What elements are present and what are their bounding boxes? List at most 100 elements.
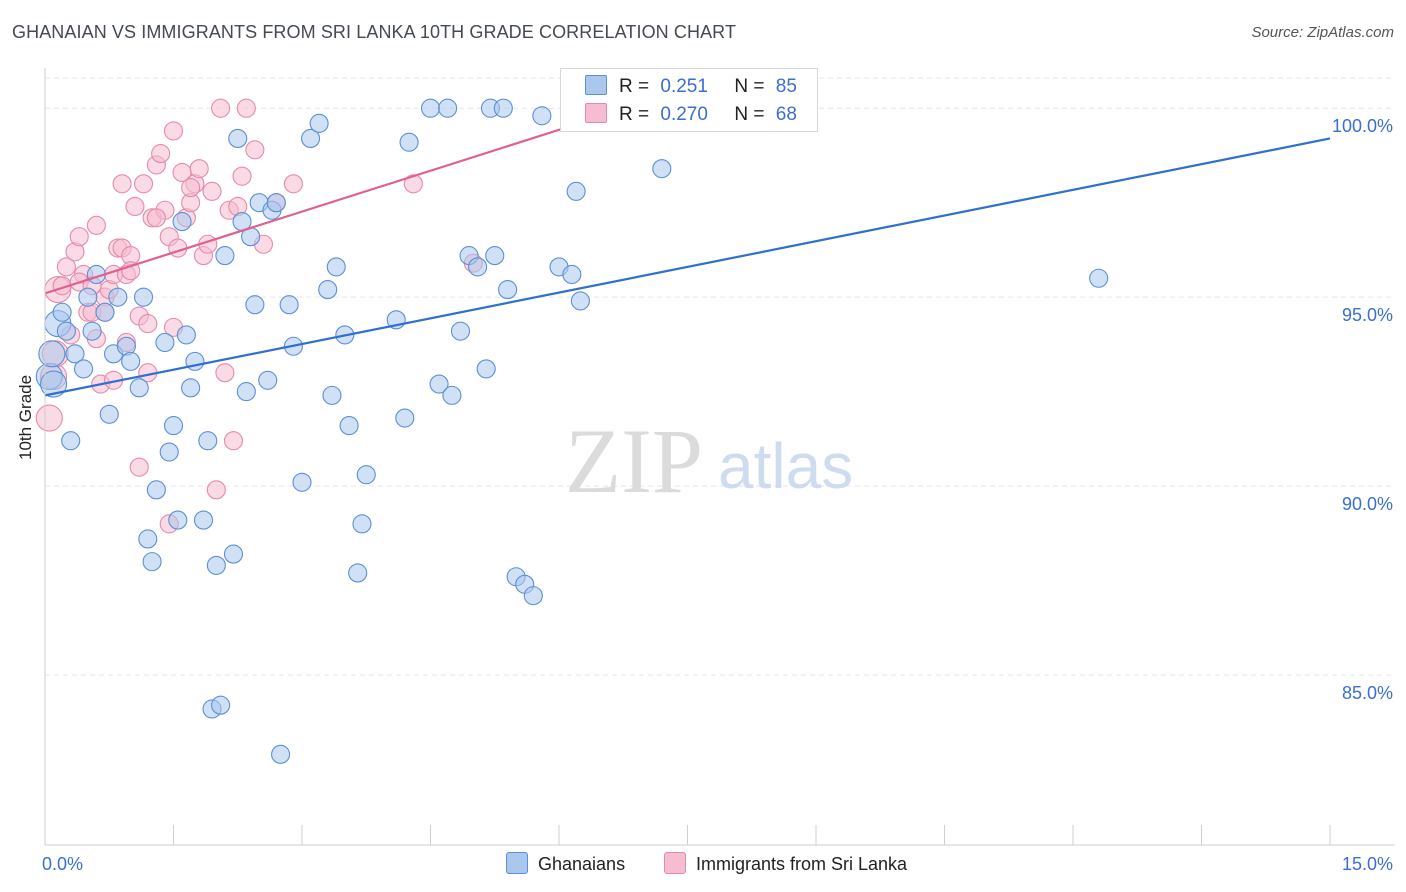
srilanka-point xyxy=(211,98,231,118)
ghanaian-point xyxy=(493,98,513,118)
r-label: R = xyxy=(619,104,650,125)
ghanaian-point xyxy=(74,359,94,379)
srilanka-point xyxy=(138,314,158,334)
ghanaian-point xyxy=(52,302,72,322)
ghanaian-point xyxy=(485,246,505,266)
ghanaian-point xyxy=(356,465,376,485)
srilanka-point xyxy=(189,159,209,179)
ghanaians-n-value: 85 xyxy=(775,76,797,97)
ghanaian-point xyxy=(271,744,291,764)
srilanka-point xyxy=(215,363,235,383)
srilanka-point xyxy=(202,181,222,201)
ghanaian-point xyxy=(121,351,141,371)
ghanaian-point xyxy=(523,586,543,606)
ghanaian-point xyxy=(562,264,582,285)
ghanaian-point xyxy=(442,385,462,405)
srilanka-legend-swatch xyxy=(664,852,686,874)
ghanaian-point xyxy=(266,193,286,213)
ghanaian-point xyxy=(476,359,496,379)
srilanka-legend-label: Immigrants from Sri Lanka xyxy=(696,854,908,874)
srilanka-point xyxy=(125,196,145,217)
srilanka-point xyxy=(112,174,132,194)
y-tick-label: 100.0% xyxy=(1332,116,1393,136)
ghanaian-point xyxy=(236,382,256,402)
ghanaian-point xyxy=(450,321,471,341)
correlation-legend: R = 0.251 N = 85 R = 0.270 N = 68 xyxy=(560,68,818,132)
ghanaian-point xyxy=(176,325,196,345)
ghanaian-point xyxy=(245,295,265,315)
y-tick-label: 90.0% xyxy=(1342,494,1393,514)
legend-row-ghanaians: R = 0.251 N = 85 xyxy=(585,75,797,97)
srilanka-point xyxy=(206,480,226,500)
ghanaian-point xyxy=(399,132,419,152)
srilanka-point xyxy=(223,431,244,451)
ghanaians-swatch xyxy=(585,75,607,95)
ghanaian-point xyxy=(99,404,119,424)
r-label: R = xyxy=(619,76,650,97)
ghanaian-point xyxy=(352,514,372,534)
y-tick-label: 95.0% xyxy=(1342,305,1393,325)
ghanaian-point xyxy=(420,98,441,118)
n-label: N = xyxy=(734,104,765,125)
srilanka-r-value: 0.270 xyxy=(660,104,708,125)
watermark-atlas: atlas xyxy=(718,430,853,502)
srilanka-point xyxy=(181,178,201,198)
srilanka-point xyxy=(146,208,166,228)
ghanaian-point xyxy=(163,416,184,436)
ghanaian-point xyxy=(56,321,76,341)
ghanaian-point xyxy=(61,431,81,451)
ghanaian-point xyxy=(468,257,488,277)
ghanaian-point xyxy=(181,378,201,398)
axis-layer: 85.0% 90.0% 95.0% 100.0% 0.0% 15.0% xyxy=(42,68,1395,874)
ghanaian-point xyxy=(438,98,458,118)
ghanaian-point xyxy=(215,246,235,266)
srilanka-trend-line xyxy=(44,126,568,295)
ghanaian-point xyxy=(193,510,214,530)
srilanka-point xyxy=(129,457,149,477)
srilanka-n-value: 68 xyxy=(775,104,797,125)
ghanaian-point xyxy=(95,302,115,322)
ghanaian-point xyxy=(223,544,244,564)
srilanka-point xyxy=(403,174,423,194)
ghanaian-point xyxy=(108,287,128,307)
ghanaian-point xyxy=(322,385,342,405)
ghanaian-point xyxy=(292,472,312,492)
ghanaian-point xyxy=(40,370,68,398)
x-tick-label-min: 0.0% xyxy=(42,854,83,874)
grid-layer xyxy=(45,77,1395,676)
ghanaian-point xyxy=(172,212,192,232)
n-label: N = xyxy=(734,76,765,97)
y-axis-title: 10th Grade xyxy=(16,374,35,460)
ghanaian-point xyxy=(339,416,359,436)
ghanaian-point xyxy=(348,563,368,583)
ghanaian-point xyxy=(566,181,586,201)
srilanka-point xyxy=(35,404,63,432)
srilanka-swatch xyxy=(585,103,607,123)
ghanaian-point xyxy=(318,280,338,300)
srilanka-point xyxy=(56,257,76,277)
ghanaian-point xyxy=(138,529,158,549)
srilanka-point xyxy=(133,174,154,194)
ghanaian-point xyxy=(146,480,166,500)
legend-item-srilanka: Immigrants from Sri Lanka xyxy=(664,852,907,876)
trend-layer xyxy=(44,126,1331,397)
legend-row-srilanka: R = 0.270 N = 68 xyxy=(585,103,797,125)
srilanka-point xyxy=(69,227,89,247)
source-label: Source: ZipAtlas.com xyxy=(1251,24,1394,41)
ghanaian-point xyxy=(258,370,278,390)
ghanaian-point xyxy=(570,291,590,311)
ghanaians-r-value: 0.251 xyxy=(660,76,708,97)
srilanka-point xyxy=(245,140,265,160)
x-tick-label-max: 15.0% xyxy=(1342,854,1393,874)
ghanaian-point xyxy=(78,287,98,307)
legend-item-ghanaians: Ghanaians xyxy=(506,852,625,876)
ghanaian-point xyxy=(326,257,346,277)
ghanaian-point xyxy=(82,321,102,341)
srilanka-point xyxy=(163,121,184,141)
ghanaian-point xyxy=(309,113,329,133)
ghanaian-point xyxy=(228,128,248,149)
chart-title: GHANAIAN VS IMMIGRANTS FROM SRI LANKA 10… xyxy=(12,22,737,42)
ghanaian-point xyxy=(279,295,299,315)
srilanka-point xyxy=(121,261,141,281)
